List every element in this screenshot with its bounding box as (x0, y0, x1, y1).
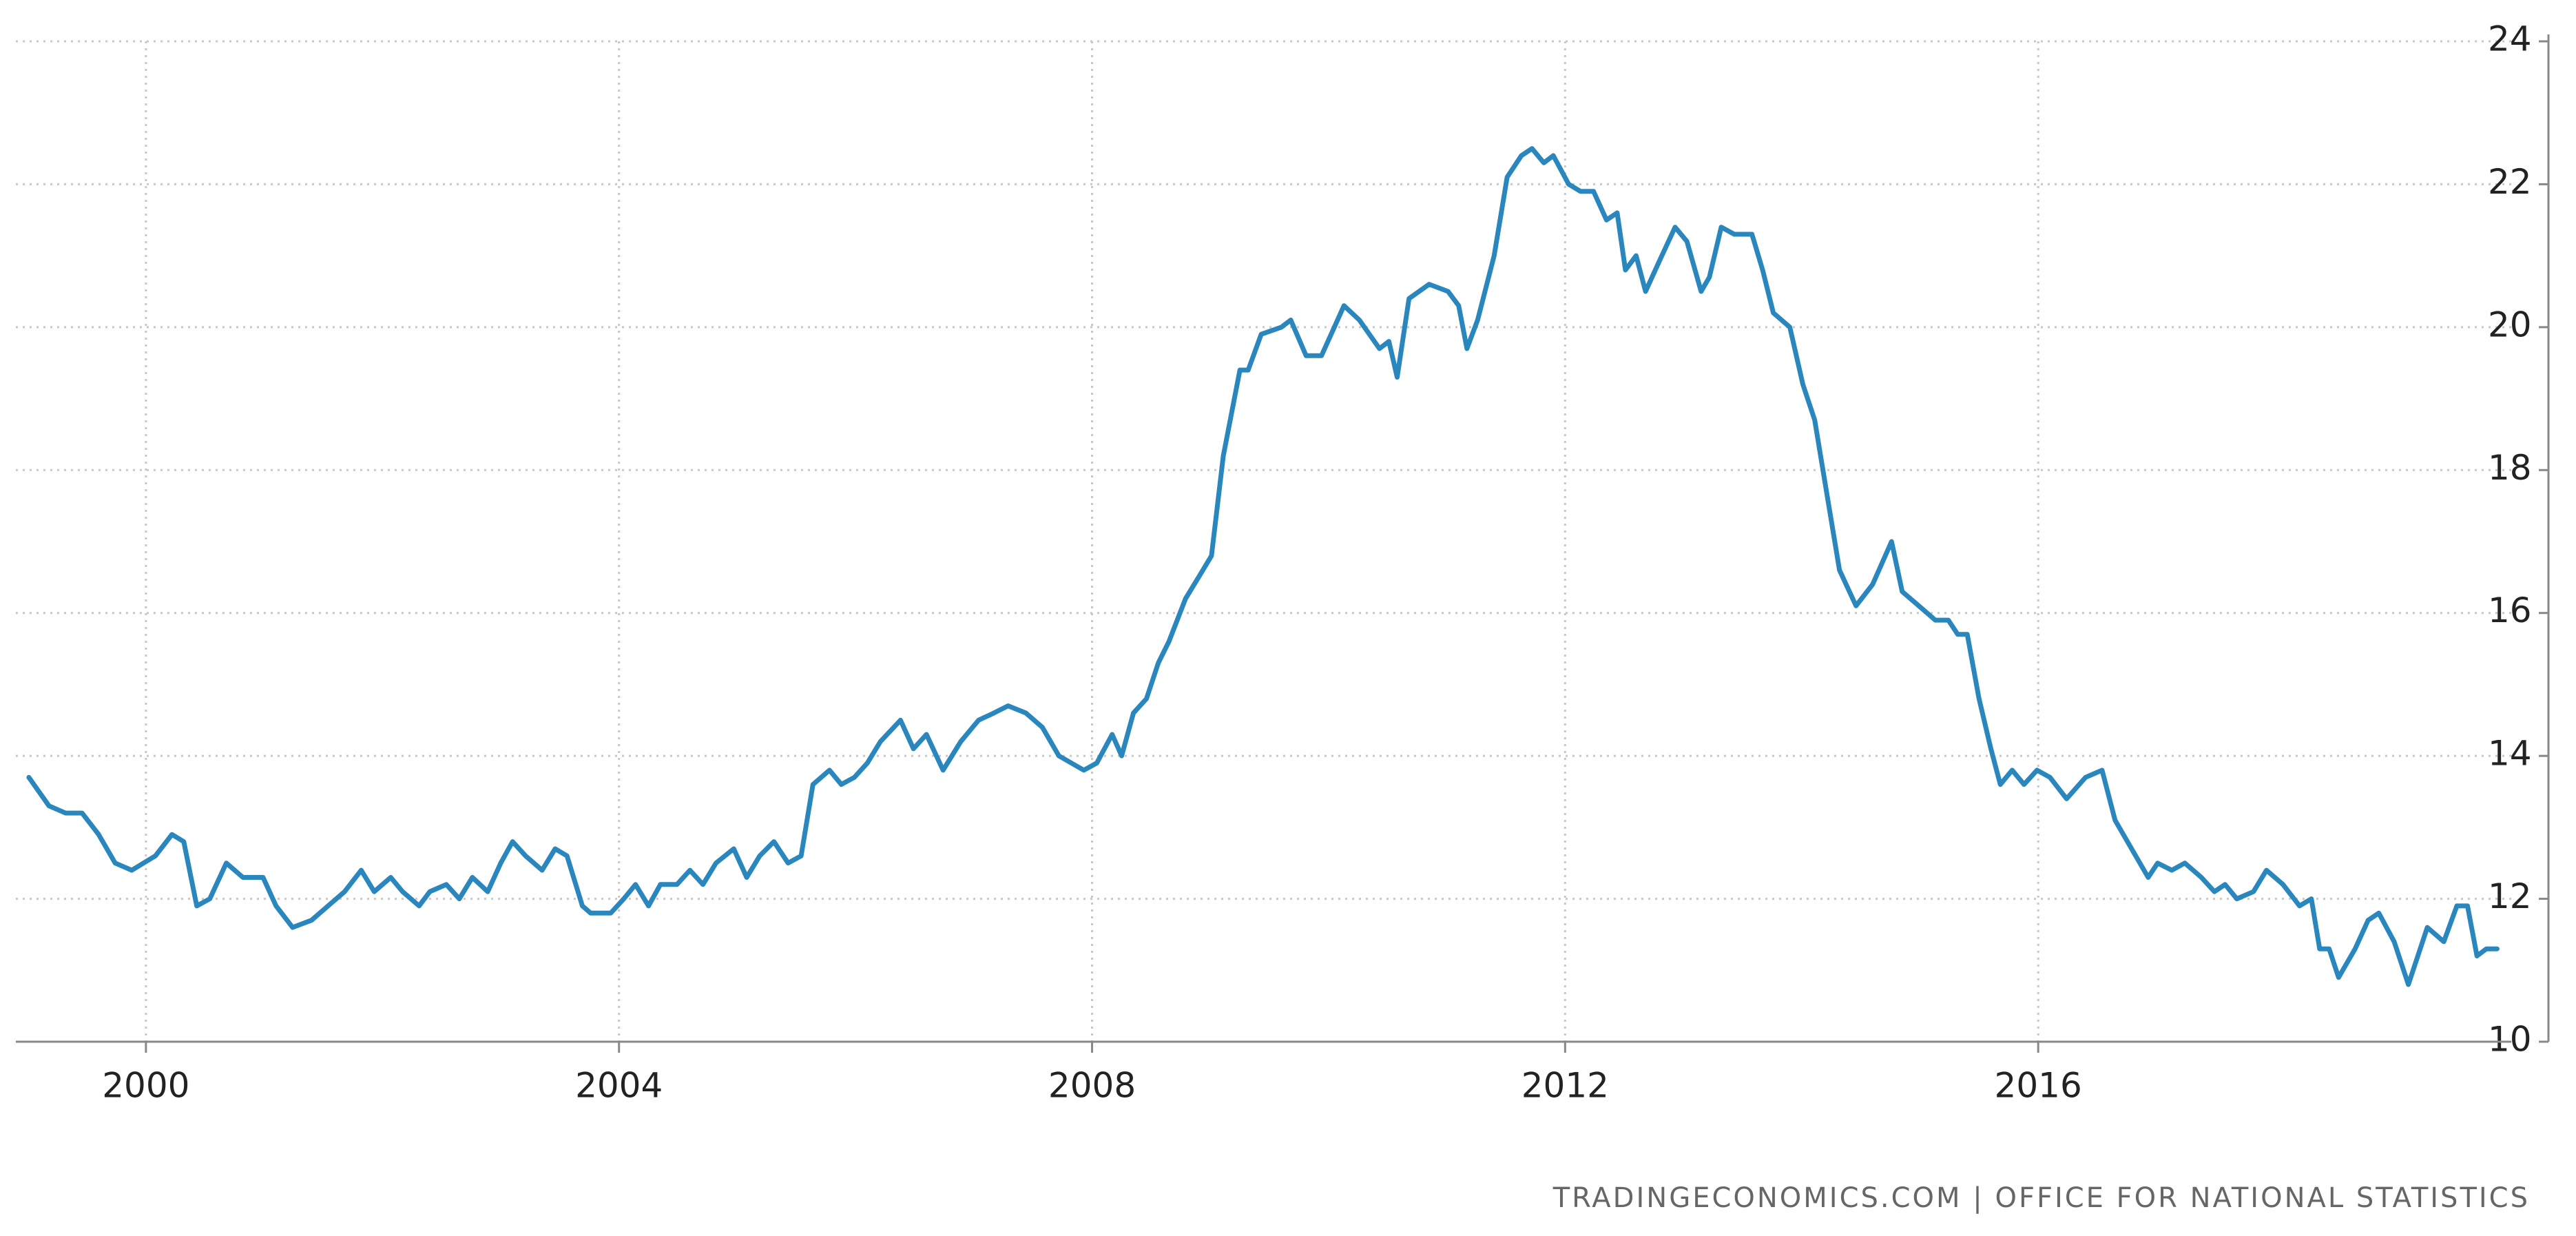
y-tick-label: 18 (2488, 448, 2532, 488)
y-tick-label: 12 (2488, 876, 2532, 916)
x-tick-label: 2004 (575, 1066, 663, 1106)
y-tick-label: 16 (2488, 590, 2532, 630)
source-note: TRADINGECONOMICS.COM | OFFICE FOR NATION… (1552, 1182, 2530, 1214)
y-tick-label: 20 (2488, 305, 2532, 344)
x-tick-label: 2000 (102, 1066, 189, 1106)
x-tick-label: 2008 (1048, 1066, 1136, 1106)
y-tick-label: 24 (2488, 19, 2532, 59)
y-tick-label: 14 (2488, 734, 2532, 774)
y-tick-label: 22 (2488, 162, 2532, 202)
x-tick-label: 2012 (1521, 1066, 1609, 1106)
data-line (26, 146, 2500, 987)
x-tick-label: 2016 (1995, 1066, 2082, 1106)
y-tick-label: 10 (2488, 1020, 2532, 1060)
